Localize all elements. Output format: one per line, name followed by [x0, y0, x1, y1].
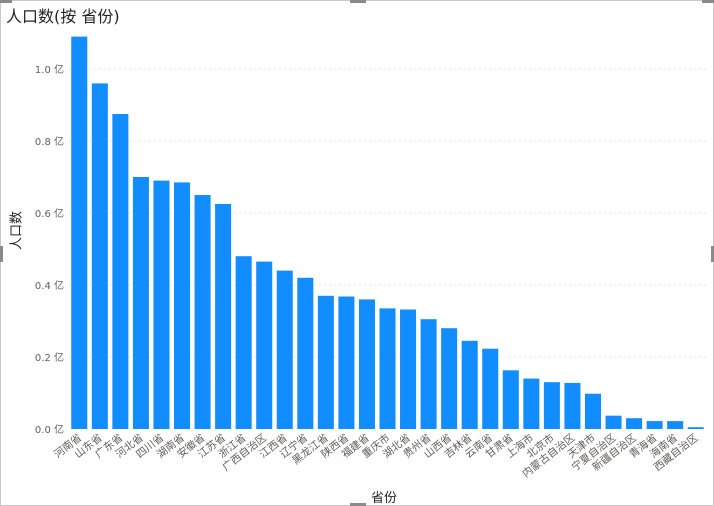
y-tick-label: 1.0 亿	[35, 63, 64, 76]
bar-11[interactable]	[276, 270, 293, 429]
bar-12[interactable]	[297, 277, 314, 429]
bar-28[interactable]	[626, 418, 643, 429]
y-tick-label: 0.0 亿	[35, 423, 64, 436]
bar-19[interactable]	[441, 328, 458, 429]
resize-handle-top-right[interactable]	[702, 0, 714, 3]
bar-16[interactable]	[379, 308, 396, 429]
bar-10[interactable]	[256, 261, 273, 429]
y-tick-label: 0.4 亿	[35, 279, 64, 292]
bar-25[interactable]	[564, 382, 581, 429]
bar-31[interactable]	[687, 427, 704, 429]
bar-13[interactable]	[317, 295, 334, 429]
bar-21[interactable]	[482, 348, 499, 429]
bar-5[interactable]	[153, 180, 170, 429]
resize-handle-top-left[interactable]	[0, 0, 12, 3]
bar-30[interactable]	[667, 421, 684, 429]
bar-18[interactable]	[420, 319, 437, 429]
bar-22[interactable]	[502, 370, 519, 429]
bar-4[interactable]	[132, 177, 149, 429]
bar-27[interactable]	[605, 415, 622, 429]
bar-29[interactable]	[646, 421, 663, 429]
bar-15[interactable]	[358, 299, 375, 429]
bar-6[interactable]	[174, 182, 191, 429]
y-tick-label: 0.2 亿	[35, 351, 64, 364]
bar-26[interactable]	[584, 393, 601, 429]
bar-23[interactable]	[523, 378, 540, 429]
bar-9[interactable]	[235, 256, 252, 429]
y-tick-label: 0.6 亿	[35, 207, 64, 220]
chart-title: 人口数(按 省份)	[6, 7, 120, 26]
bar-14[interactable]	[338, 296, 355, 429]
bar-1[interactable]	[71, 36, 88, 429]
bar-2[interactable]	[91, 83, 108, 430]
resize-handle-bottom[interactable]	[350, 503, 366, 506]
bar-24[interactable]	[543, 382, 560, 429]
x-axis-title: 省份	[371, 491, 398, 506]
bar-20[interactable]	[461, 340, 478, 429]
resize-handle-top[interactable]	[350, 0, 366, 3]
bar-3[interactable]	[112, 114, 129, 429]
resize-handle-right[interactable]	[711, 246, 714, 262]
y-tick-label: 0.8 亿	[35, 135, 64, 148]
bar-7[interactable]	[194, 195, 211, 429]
resize-handle-left[interactable]	[0, 246, 3, 262]
bar-8[interactable]	[215, 204, 232, 429]
bar-17[interactable]	[400, 309, 417, 429]
